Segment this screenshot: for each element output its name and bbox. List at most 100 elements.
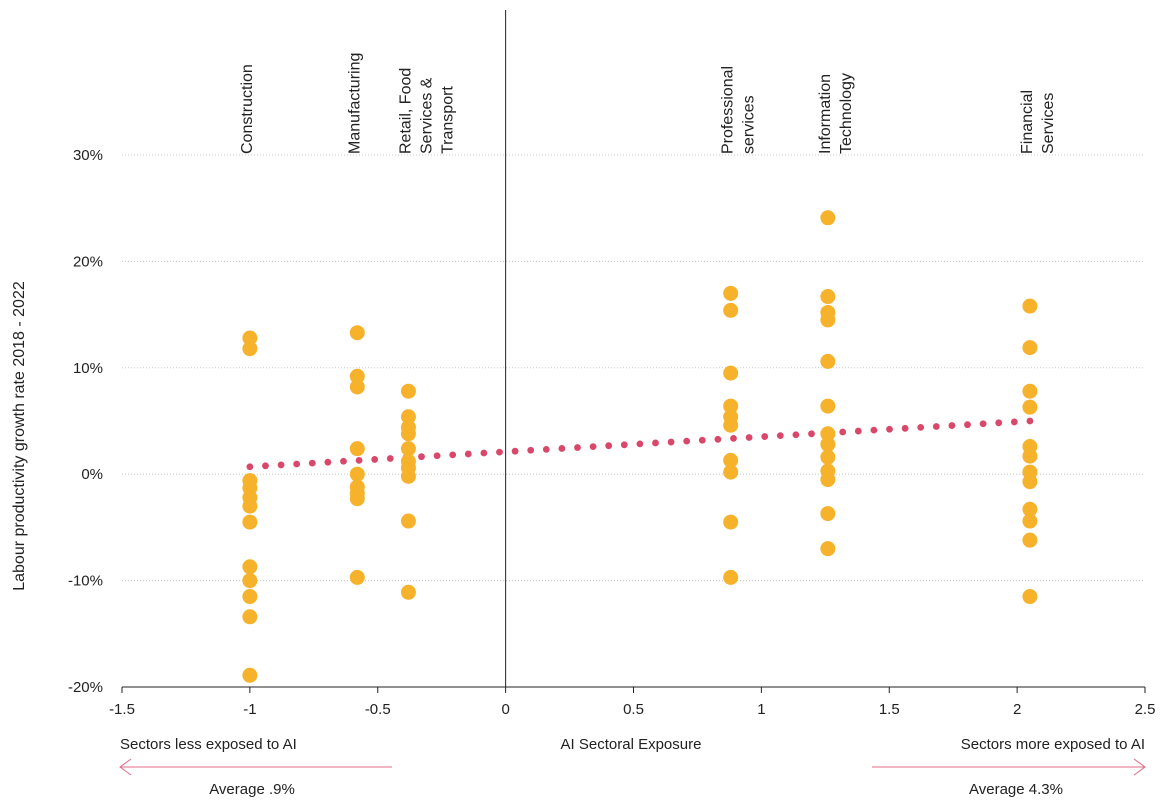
trendline-dot [418,453,425,461]
trendline-dot [433,452,441,460]
data-point [1022,340,1038,356]
trendline [246,417,1034,471]
axes: -20% -10% 0% 10% 20% 30% -1.5 -1 -0.5 0 0.5 1 1.5 2 2.… [68,10,1155,718]
y-tick-label: 0% [81,466,103,483]
data-point [1022,501,1038,517]
data-point [820,472,836,488]
trendline-dot [730,434,737,442]
x-tick-label: 2.5 [1135,701,1156,718]
x-tick-label: -0.5 [365,701,391,718]
data-point [242,667,258,683]
sector-label-line: Technology [838,73,855,154]
right-arrow [872,758,1146,776]
sector-label-line: Professional [720,66,737,154]
trendline-dot [620,441,628,449]
data-point [1022,532,1038,548]
sector-label: Construction [239,64,256,154]
y-tick-label: -10% [68,573,103,590]
trendline-dot [776,432,784,440]
trendline-dot [449,451,457,459]
trendline-dot [308,459,316,467]
trendline-dot [386,455,394,462]
data-point [400,426,416,442]
trendline-dot [1026,417,1034,425]
sector-label: Information Technology [817,73,855,154]
x-tick-label: 0.5 [623,701,644,718]
trendline-dot [355,456,363,464]
trendline-dot [605,442,613,450]
trendline-dot [340,457,347,465]
trendline-dot [901,424,909,432]
data-point [820,426,836,442]
y-tick-label: 10% [73,360,103,377]
sector-labels: Construction Manufacturing Retail, Food Ser… [239,53,1057,154]
trendline-dot [246,463,254,471]
trendline-dot [714,435,722,443]
data-point [242,559,258,575]
data-point [400,441,416,457]
y-tick-label: -20% [68,679,103,696]
sector-label-line: Transport [439,86,456,154]
data-point [400,383,416,399]
x-tick-label: -1 [243,701,256,718]
data-point [820,312,836,328]
sector-label: Professional services [720,66,758,154]
data-point [349,325,365,341]
data-point [820,436,836,452]
sector-label-line: Financial [1019,90,1036,154]
trendline-dot [496,448,503,456]
trendline-dot [574,444,581,451]
data-point [1022,383,1038,399]
x-axis-label: AI Sectoral Exposure [561,736,702,753]
sector-label-line: services [741,95,758,154]
trendline-dot [542,445,550,453]
trendline-dot [464,450,472,458]
left-arrow [119,758,392,776]
trendline-dot [511,447,519,455]
sector-label: Financial Services [1019,90,1057,154]
trendline-dot [870,426,878,434]
data-point [242,609,258,625]
sector-label-line: Retail, Food [397,68,414,154]
x-tick-label: 2 [1013,701,1021,718]
data-point [349,368,365,384]
trendline-dot [839,428,847,436]
data-point [1022,589,1038,605]
trendline-dot [277,461,285,469]
data-point [242,341,258,357]
trendline-dot [854,427,862,435]
trendline-dot [683,437,691,445]
trendline-dot [964,421,971,429]
sector-label-line: Services [1040,93,1057,154]
trendline-dot [636,440,644,448]
trendline-dot [293,460,301,468]
data-point [820,541,836,557]
left-annotation-label: Sectors less exposed to AI [120,736,297,753]
data-point [1022,399,1038,415]
trendline-dot [527,446,535,454]
trendline-dot [948,422,956,429]
right-annotation-label: Sectors more exposed to AI [961,736,1145,753]
x-tick-label: -1.5 [109,701,135,718]
left-average: Average .9% [209,781,295,798]
data-point [820,210,836,226]
trendline-dot [886,425,893,433]
trendline-dot [667,438,675,446]
data-point [349,441,365,457]
data-point [242,330,258,346]
x-tick-label: 0 [501,701,509,718]
trendline-dot [979,420,987,428]
trendline-dot [808,430,815,438]
trendline-dot [932,423,940,430]
data-point [820,353,836,369]
trendline-dot [324,458,332,466]
trendline-dot [792,431,800,439]
data-point [1022,448,1038,464]
data-point [723,417,739,433]
data-point [400,468,416,484]
data-point [1022,513,1038,529]
data-point [349,379,365,395]
sector-label-line: Construction [239,64,256,154]
data-point [400,513,416,529]
data-point [723,365,739,381]
